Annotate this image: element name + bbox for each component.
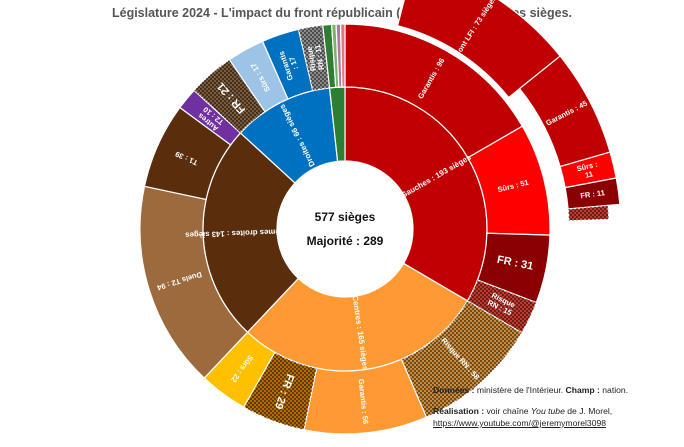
- center-seats: 577 sièges: [315, 210, 376, 224]
- scope-label: Champ :: [565, 385, 600, 395]
- author-label: Réalisation :: [433, 406, 485, 416]
- author-text-1: voir chaîne: [484, 406, 531, 416]
- segment-divers-divers-d: [339, 23, 346, 88]
- source-text: ministère de l'Intérieur.: [474, 385, 566, 395]
- label-outer-segment-fr: FR : 11: [580, 188, 606, 200]
- author-italic: You tube: [530, 406, 565, 416]
- label-segment-droites-risque-rn: RisqueRN : 11: [305, 44, 326, 72]
- segment-centres-risque-rn-texture: [401, 300, 522, 418]
- author-text-2: de J. Morel,: [564, 406, 613, 416]
- segment-centres-fr-texture: [243, 352, 317, 430]
- segment-gauches-risque-rn-texture: [467, 280, 537, 333]
- youtube-link[interactable]: https://www.youtube.com/@jeremymorel3098: [433, 418, 607, 428]
- author-line: Réalisation : voir chaîne You tube de J.…: [433, 405, 683, 417]
- source-line: Données : ministère de l'Intérieur. Cham…: [433, 384, 683, 396]
- center-hole: [277, 161, 413, 297]
- source-label: Données :: [433, 385, 475, 395]
- center-majority: Majorité : 289: [307, 234, 384, 248]
- scope-text: nation.: [599, 385, 629, 395]
- segment-droites-risque-rn-texture: [298, 25, 330, 91]
- segment-droites-fr-texture: [194, 59, 265, 133]
- label-extremes-droites: Extrêmes droites : 143 sièges: [184, 227, 295, 240]
- credits: Données : ministère de l'Intérieur. Cham…: [433, 384, 683, 429]
- outer-segment-risque-rn-texture: [568, 205, 609, 221]
